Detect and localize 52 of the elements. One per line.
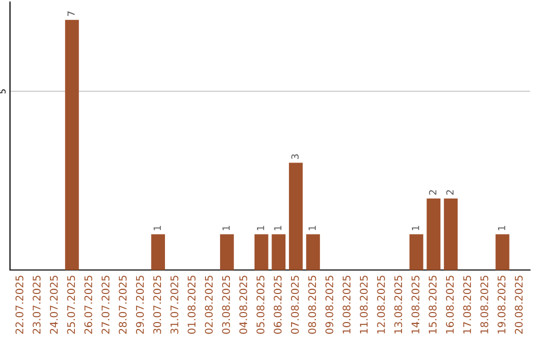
data-label: 1 (154, 226, 161, 230)
x-tick-label: 10.08.2025 (342, 276, 351, 334)
x-tick-label: 25.07.2025 (67, 276, 76, 334)
data-label: 7 (68, 11, 75, 16)
bar (272, 234, 286, 270)
bar (306, 234, 320, 270)
x-tick-label: 18.08.2025 (480, 276, 488, 334)
bar (496, 234, 510, 270)
x-tick-label: 06.08.2025 (274, 276, 282, 334)
x-tick-label: 13.08.2025 (394, 276, 402, 334)
x-tick-label: 05.08.2025 (256, 276, 264, 334)
data-label: 1 (256, 226, 264, 230)
x-tick-label: 11.08.2025 (360, 276, 368, 334)
data-label: 2 (446, 190, 454, 195)
x-tick-label: 28.07.2025 (118, 276, 127, 334)
x-tick-label: 19.08.2025 (498, 276, 506, 334)
bar (65, 20, 79, 270)
bar (426, 198, 440, 270)
x-tick-label: 01.08.2025 (188, 276, 196, 334)
data-label: 1 (274, 226, 282, 230)
x-tick-label: 09.08.2025 (325, 276, 334, 334)
x-tick-label: 08.08.2025 (308, 276, 316, 334)
x-tick-label: 23.07.2025 (32, 276, 41, 334)
bar (409, 234, 424, 270)
x-tick-label: 14.08.2025 (412, 276, 420, 334)
x-tick-label: 07.08.2025 (290, 276, 299, 334)
x-tick-label: 30.07.2025 (153, 276, 162, 334)
data-label: 1 (412, 226, 420, 230)
x-tick-label: 15.08.2025 (428, 276, 437, 334)
bar (254, 234, 268, 270)
bar (220, 234, 234, 270)
x-tick-label: 27.07.2025 (102, 276, 110, 334)
data-label: 1 (498, 226, 506, 230)
data-label: 3 (291, 154, 299, 159)
x-tick-label: 03.08.2025 (222, 276, 230, 334)
x-tick-label: 16.08.2025 (446, 276, 454, 334)
x-tick-label: 17.08.2025 (463, 276, 472, 334)
x-tick-label: 26.07.2025 (84, 276, 92, 334)
x-tick-label: 24.07.2025 (50, 276, 58, 334)
bar (444, 198, 458, 270)
x-tick-label: 22.07.2025 (15, 276, 24, 334)
bar (288, 162, 303, 270)
data-label: 1 (222, 226, 230, 230)
x-tick-label: 29.07.2025 (136, 276, 144, 334)
x-tick-label: 04.08.2025 (239, 276, 248, 334)
x-tick-label: 20.08.2025 (514, 276, 523, 334)
data-label: 2 (429, 190, 436, 195)
x-tick-label: 31.07.2025 (170, 276, 178, 334)
x-tick-label: 12.08.2025 (377, 276, 385, 334)
data-label: 1 (308, 226, 316, 230)
bar (151, 234, 165, 270)
x-tick-label: 02.08.2025 (204, 276, 213, 334)
